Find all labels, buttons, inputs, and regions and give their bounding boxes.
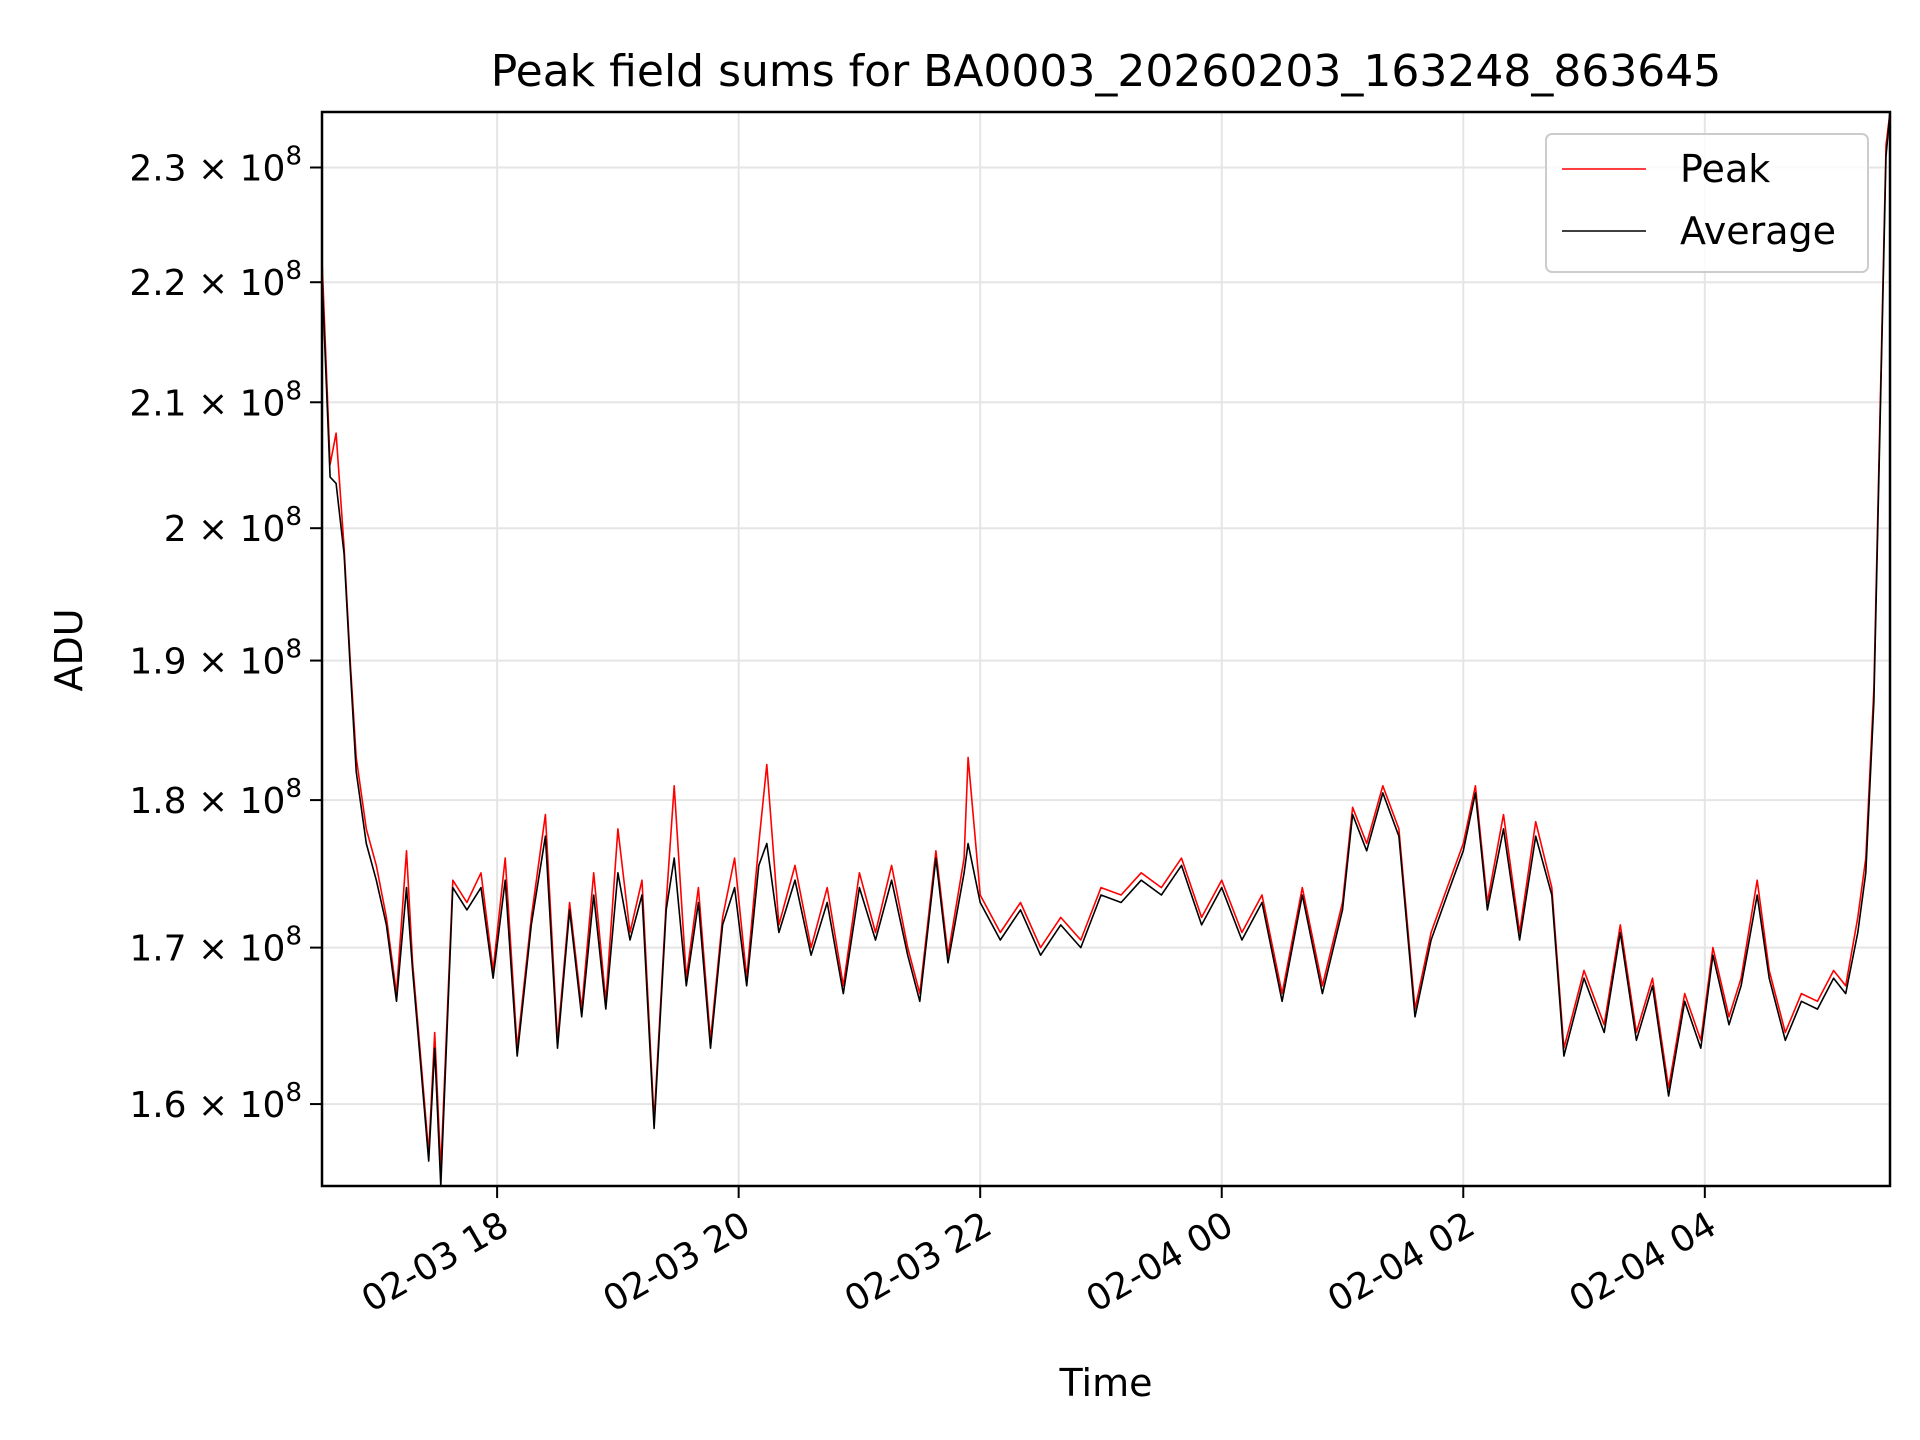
- y-axis: 1.6 × 108 1.7 × 108 1.8 × 108 1.9 × 108 2 × …: [129, 142, 322, 1126]
- y-tick-mantissa: 2.3: [129, 149, 186, 190]
- series-line-peak: [321, 111, 1891, 1171]
- y-tick-label: 1.9 × 108: [129, 635, 302, 683]
- y-axis-label: ADU: [47, 608, 91, 691]
- series-line-average: [321, 111, 1891, 1187]
- y-tick-exponent: 8: [285, 1078, 302, 1108]
- y-tick-exponent: 8: [285, 502, 302, 532]
- y-tick-mantissa: 2: [164, 509, 187, 550]
- y-tick-exponent: 8: [285, 774, 302, 804]
- y-tick-mantissa: 2.2: [129, 263, 186, 304]
- y-tick-label: 2.2 × 108: [129, 256, 302, 304]
- plot-frame: [320, 110, 1892, 1188]
- y-tick-label: 1.8 × 108: [129, 774, 302, 822]
- y-tick-exponent: 8: [285, 922, 302, 952]
- y-tick-label: 2 × 108: [164, 502, 302, 550]
- y-tick-mantissa: 1.6: [129, 1085, 186, 1126]
- legend: Peak Average: [1545, 133, 1869, 273]
- y-tick-label: 1.6 × 108: [129, 1078, 302, 1126]
- y-tick-mantissa: 2.1: [129, 383, 186, 424]
- y-tick-label: 2.1 × 108: [129, 376, 302, 424]
- y-tick-exponent: 8: [285, 142, 302, 172]
- x-axis-label: Time: [1059, 1361, 1153, 1405]
- y-tick-label: 2.3 × 108: [129, 142, 302, 190]
- y-tick-exponent: 8: [285, 635, 302, 665]
- chart-title: Peak field sums for BA0003_20260203_1632…: [491, 46, 1722, 97]
- y-tick-exponent: 8: [285, 376, 302, 406]
- grid: [322, 112, 1890, 1186]
- y-tick-mantissa: 1.9: [129, 642, 186, 683]
- y-tick-exponent: 8: [285, 256, 302, 286]
- legend-label-peak: Peak: [1680, 147, 1770, 191]
- y-tick-mantissa: 1.7: [129, 929, 186, 970]
- y-tick-mantissa: 1.8: [129, 781, 186, 822]
- plot-series: [321, 111, 1891, 1187]
- legend-label-average: Average: [1680, 209, 1836, 253]
- y-tick-label: 1.7 × 108: [129, 922, 302, 970]
